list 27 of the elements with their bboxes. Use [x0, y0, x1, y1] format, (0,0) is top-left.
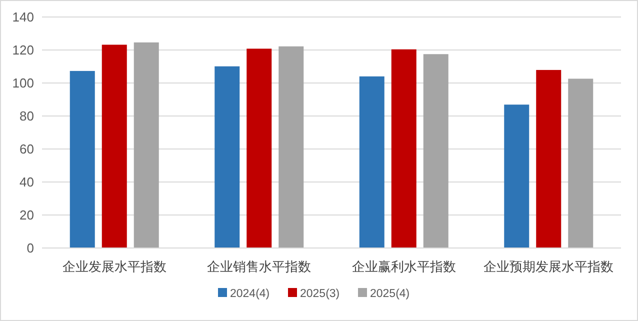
- x-tick-label: 企业赢利水平指数: [352, 259, 456, 274]
- y-tick-label: 20: [20, 208, 34, 222]
- y-tick-label: 80: [20, 108, 34, 124]
- bar: [246, 48, 272, 248]
- bar: [536, 70, 562, 248]
- y-tick-label: 140: [12, 10, 34, 24]
- bar: [359, 76, 384, 248]
- x-tick-label: 企业发展水平指数: [62, 259, 166, 274]
- bar: [102, 44, 127, 248]
- bar: [391, 49, 416, 248]
- x-tick-label: 企业销售水平指数: [207, 259, 312, 274]
- bar: [423, 54, 448, 248]
- bar: [214, 66, 240, 248]
- legend-label: 2024(4): [230, 288, 270, 300]
- y-tick-label: 60: [20, 142, 34, 156]
- y-tick-label: 0: [26, 240, 34, 256]
- bar: [70, 70, 95, 248]
- legend-label: 2025(4): [370, 288, 410, 300]
- bar: [568, 78, 594, 248]
- y-tick-label: 120: [12, 42, 34, 58]
- y-tick-label: 40: [20, 174, 34, 190]
- y-tick-label: 100: [12, 76, 34, 90]
- bar: [134, 42, 159, 248]
- x-tick-label: 企业预期发展水平指数: [484, 259, 614, 274]
- legend-label: 2025(3): [300, 288, 340, 300]
- bar: [278, 46, 304, 248]
- bar: [504, 104, 530, 248]
